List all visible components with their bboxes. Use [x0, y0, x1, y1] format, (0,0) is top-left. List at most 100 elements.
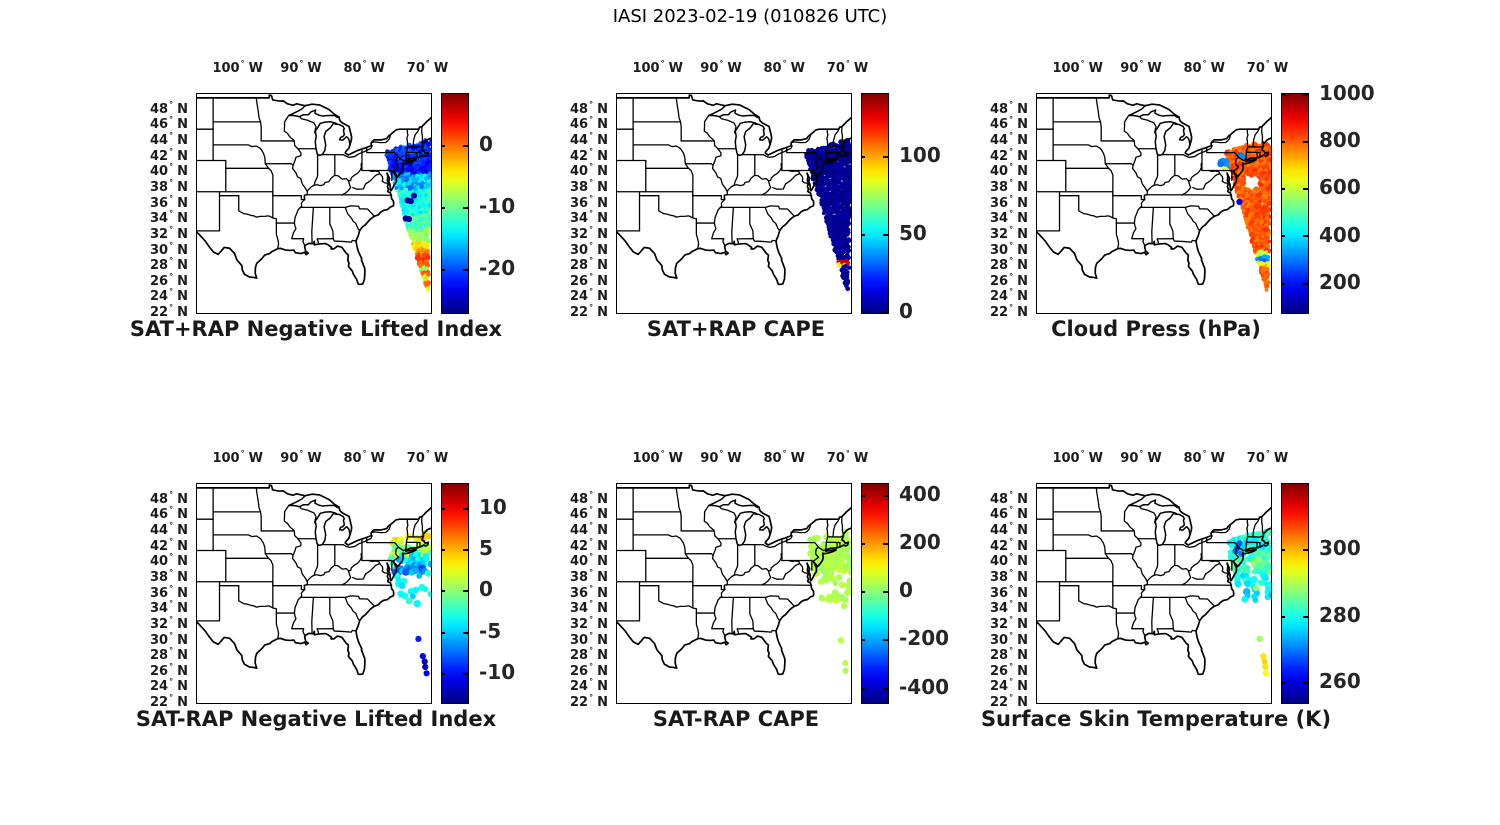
lat-tick-dir: N — [177, 133, 188, 148]
lon-tick-value: 100 — [632, 61, 660, 76]
lat-tick-dir: N — [177, 164, 188, 180]
lat-tick-dir: N — [1017, 601, 1028, 617]
lat-tick-value: 24 — [150, 679, 169, 695]
lon-tick-dir: W — [433, 61, 449, 76]
lat-tick-label: 24° N — [952, 284, 1028, 304]
colorbar-tick — [883, 591, 888, 594]
map-plot — [196, 483, 432, 704]
lat-tick-label: 26° N — [112, 659, 188, 679]
lat-tick-label: 36° N — [952, 581, 1028, 601]
degree-symbol: ° — [589, 630, 594, 640]
degree-symbol: ° — [169, 536, 174, 546]
colorbar-tick — [463, 673, 468, 676]
lat-tick-dir: N — [177, 273, 188, 289]
scatter-dot — [1266, 201, 1271, 207]
scatter-dot — [401, 190, 406, 195]
scatter-dot — [413, 232, 419, 238]
lat-tick-dir: N — [177, 695, 188, 711]
lat-tick-value: 44 — [990, 133, 1009, 148]
lat-tick-dir: N — [597, 601, 608, 617]
degree-symbol: ° — [169, 614, 174, 624]
lat-tick-value: 30 — [990, 242, 1009, 258]
degree-symbol: ° — [169, 193, 174, 203]
scatter-dot — [1244, 580, 1251, 588]
colorbar-tick-label: 0 — [899, 578, 913, 603]
colorbar-tick — [1282, 282, 1285, 285]
scatter-dot — [1262, 663, 1269, 671]
map-plot — [1036, 93, 1272, 314]
lat-tick-label: 42° N — [112, 144, 188, 164]
scatter-dot — [839, 556, 846, 563]
degree-symbol: ° — [169, 209, 174, 219]
degree-symbol: ° — [169, 583, 174, 593]
lat-tick-label: 32° N — [532, 222, 608, 242]
lat-tick-label: 32° N — [112, 222, 188, 242]
colorbar-tick — [883, 687, 888, 690]
scatter-dot — [413, 600, 421, 608]
scatter-dot — [425, 286, 431, 292]
panel-surface-skin-temp: 100° W 90° W 80° W 70° W 48° N 46° N 44° N 42° N 40° N 38°… — [936, 443, 1376, 748]
scatter-dot — [1267, 162, 1271, 168]
lon-tick-value: 80 — [1183, 61, 1202, 76]
lon-tick-dir: W — [790, 61, 805, 76]
lat-tick-value: 46 — [990, 507, 1009, 523]
scatter-dot — [832, 580, 839, 587]
scatter-dot — [423, 670, 430, 677]
scatter-dot — [1252, 584, 1259, 592]
lat-tick-dir: N — [597, 663, 608, 679]
lon-tick-dir: W — [1088, 451, 1103, 466]
lat-tick-label: 46° N — [952, 502, 1028, 522]
lat-tick-label: 42° N — [952, 534, 1028, 554]
lat-tick-dir: N — [597, 179, 608, 195]
lat-tick-dir: N — [1017, 117, 1028, 133]
scatter-dot — [405, 216, 412, 223]
colorbar-tick — [862, 639, 865, 642]
lat-tick-label: 36° N — [952, 191, 1028, 211]
lon-tick-value: 90 — [280, 451, 299, 466]
lat-tick-value: 26 — [150, 663, 169, 679]
scatter-dot — [821, 182, 826, 187]
panel-sat-plus-rap-cape: 100° W 90° W 80° W 70° W 48° N 46° N 44° N 42° N 40° N 38°… — [516, 53, 956, 358]
degree-symbol: ° — [425, 449, 430, 458]
lat-tick-dir: N — [597, 585, 608, 601]
lon-tick-value: 100 — [1052, 61, 1080, 76]
lon-tick-dir: W — [370, 451, 385, 466]
lat-tick-value: 34 — [150, 211, 169, 227]
panel-title: Cloud Press (hPa) — [1051, 317, 1261, 341]
lat-tick-dir: N — [1017, 523, 1028, 538]
scatter-dot — [416, 159, 420, 164]
degree-symbol: ° — [1139, 449, 1144, 458]
lat-tick-label: 24° N — [112, 674, 188, 694]
lat-tick-label: 40° N — [952, 549, 1028, 569]
scatter-dot — [840, 602, 848, 610]
lat-tick-label: 48° N — [112, 487, 188, 507]
lat-tick-value: 48 — [150, 101, 169, 117]
lat-tick-value: 34 — [990, 211, 1009, 227]
scatter-dot — [429, 173, 431, 178]
lon-tick-dir: W — [1210, 451, 1225, 466]
lat-tick-dir: N — [597, 258, 608, 274]
scatter-layer — [804, 137, 851, 292]
degree-symbol: ° — [1009, 177, 1014, 187]
lat-tick-value: 34 — [570, 601, 589, 617]
lon-tick-value: 90 — [700, 61, 719, 76]
lat-tick-dir: N — [177, 148, 188, 164]
colorbar-tick — [883, 495, 888, 498]
scatter-dot — [410, 182, 415, 186]
degree-symbol: ° — [719, 449, 724, 458]
colorbar — [861, 483, 889, 704]
colorbar-tick — [463, 631, 468, 634]
lon-tick-dir: W — [727, 451, 742, 466]
lon-tick-value: 70 — [826, 451, 845, 466]
scatter-dot — [405, 597, 413, 605]
scatter-dot — [823, 577, 830, 584]
lon-tick-label: 100° W — [632, 59, 682, 76]
degree-symbol: ° — [589, 224, 594, 234]
lat-tick-label: 36° N — [532, 581, 608, 601]
lat-tick-dir: N — [1017, 242, 1028, 258]
scatter-dot — [826, 188, 830, 193]
degree-symbol: ° — [299, 59, 304, 68]
lon-tick-dir: W — [1273, 61, 1289, 76]
lon-tick-label: 80° W — [763, 59, 804, 76]
lat-tick-dir: N — [177, 554, 188, 570]
